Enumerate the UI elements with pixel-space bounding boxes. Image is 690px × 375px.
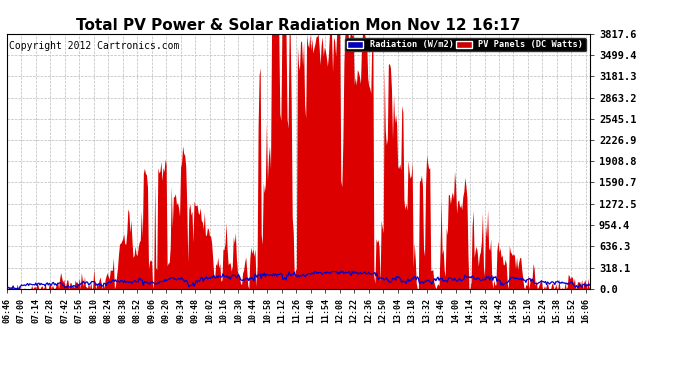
Title: Total PV Power & Solar Radiation Mon Nov 12 16:17: Total PV Power & Solar Radiation Mon Nov… [76, 18, 521, 33]
Legend: Radiation (W/m2), PV Panels (DC Watts): Radiation (W/m2), PV Panels (DC Watts) [345, 38, 586, 51]
Text: Copyright 2012 Cartronics.com: Copyright 2012 Cartronics.com [9, 41, 179, 51]
